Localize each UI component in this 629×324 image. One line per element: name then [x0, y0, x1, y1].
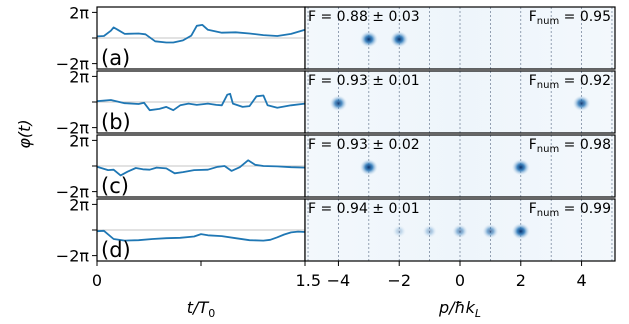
left-x-tick-label: 0 — [92, 271, 102, 290]
phase-panel-3: 2π −2π (d) — [56, 195, 306, 266]
momentum-peak — [422, 224, 437, 238]
momentum-peak — [359, 159, 378, 176]
left-x-axis-label-sub: 0 — [208, 307, 215, 320]
fidelity-num-sub: num — [537, 80, 559, 91]
phase-panel-2: 2π −2π (c) — [56, 131, 306, 202]
fidelity-num-symbol: F — [529, 73, 537, 89]
right-x-axis-label-main: p/ħk — [438, 298, 476, 317]
phase-curve — [96, 159, 306, 177]
phase-curve — [96, 229, 306, 242]
right-x-tick-label: 4 — [576, 271, 586, 290]
momentum-panel-frame — [304, 6, 616, 70]
momentum-peak — [482, 224, 499, 239]
y-tick-label: −2π — [56, 183, 90, 202]
momentum-panel-0: F = 0.88 ± 0.03 Fnum = 0.95 — [304, 6, 616, 70]
momentum-panel-bg — [305, 135, 615, 197]
y-tick-label: 2π — [69, 195, 89, 214]
momentum-panel-3: F = 0.94 ± 0.01 Fnum = 0.99 — [304, 198, 616, 262]
right-x-tick-label: −2 — [387, 271, 411, 290]
panel-label: (d) — [101, 238, 131, 262]
phase-panel-1: 2π −2π (b) — [56, 67, 306, 138]
momentum-peak — [511, 223, 530, 240]
right-x-axis-label-sub: L — [475, 307, 481, 320]
momentum-panel-bg — [305, 71, 615, 133]
phase-plots: 2π−2π (a)2π−2π (b)2π−2π (c)2π−2π (d) — [56, 3, 306, 266]
right-x-tick-label: 0 — [455, 271, 465, 290]
y-tick-label: −2π — [56, 119, 90, 138]
fidelity-num-sub: num — [537, 16, 559, 27]
fidelity-num-value: = 0.92 — [559, 73, 611, 89]
momentum-panel-frame — [304, 70, 616, 134]
fidelity-num-value: = 0.99 — [559, 201, 611, 217]
fidelity-num-symbol: F — [529, 201, 537, 217]
left-y-axis-label: φ(t) — [15, 119, 34, 148]
left-x-axis-label: t/T0 — [187, 298, 215, 320]
panel-label: (b) — [101, 110, 131, 134]
y-tick-label: 2π — [69, 131, 89, 150]
momentum-peak — [572, 95, 591, 112]
fidelity-num-symbol: F — [529, 137, 537, 153]
momentum-peak — [452, 224, 468, 239]
momentum-plots: F = 0.88 ± 0.03 Fnum = 0.95 F = 0.93 ± 0.0… — [304, 6, 616, 262]
momentum-peak — [359, 31, 378, 48]
fidelity-num-value: = 0.95 — [559, 9, 611, 25]
y-tick-label: 2π — [69, 3, 89, 22]
momentum-peak — [390, 31, 409, 48]
fidelity-num-label: Fnum = 0.98 — [529, 137, 611, 155]
momentum-peak — [392, 225, 406, 238]
momentum-panel-2: F = 0.93 ± 0.02 Fnum = 0.98 — [304, 134, 616, 198]
phase-panel-0: 2π −2π (a) — [56, 3, 306, 74]
fidelity-num-sub: num — [537, 208, 559, 219]
y-tick-label: 2π — [69, 67, 89, 86]
phase-curve — [96, 92, 306, 112]
left-x-tick-label: 1.5 — [296, 271, 321, 290]
fidelity-label: F = 0.88 ± 0.03 — [308, 9, 420, 25]
fidelity-num-label: Fnum = 0.99 — [529, 201, 611, 219]
fidelity-num-label: Fnum = 0.92 — [529, 73, 611, 91]
momentum-panel-bg — [305, 7, 615, 69]
momentum-panel-1: F = 0.93 ± 0.01 Fnum = 0.92 — [304, 70, 616, 134]
fidelity-num-value: = 0.98 — [559, 137, 611, 153]
fidelity-label: F = 0.93 ± 0.02 — [308, 137, 420, 153]
right-x-axis-label: p/ħkL — [438, 298, 481, 320]
panel-label: (c) — [101, 174, 129, 198]
right-x-tick-label: −4 — [327, 271, 351, 290]
fidelity-num-symbol: F — [529, 9, 537, 25]
fidelity-num-label: Fnum = 0.95 — [529, 9, 611, 27]
y-tick-label: −2π — [56, 55, 90, 74]
panel-label: (a) — [101, 46, 130, 70]
right-x-tick-label: 2 — [516, 271, 526, 290]
momentum-panel-frame — [304, 134, 616, 198]
phase-curve — [96, 24, 306, 44]
fidelity-label: F = 0.93 ± 0.01 — [308, 73, 420, 89]
fidelity-num-sub: num — [537, 144, 559, 155]
fidelity-label: F = 0.94 ± 0.01 — [308, 201, 420, 217]
left-x-axis-label-main: t/T — [187, 298, 210, 317]
y-tick-label: −2π — [56, 247, 90, 266]
momentum-peak — [511, 159, 530, 176]
momentum-peak — [329, 95, 348, 112]
